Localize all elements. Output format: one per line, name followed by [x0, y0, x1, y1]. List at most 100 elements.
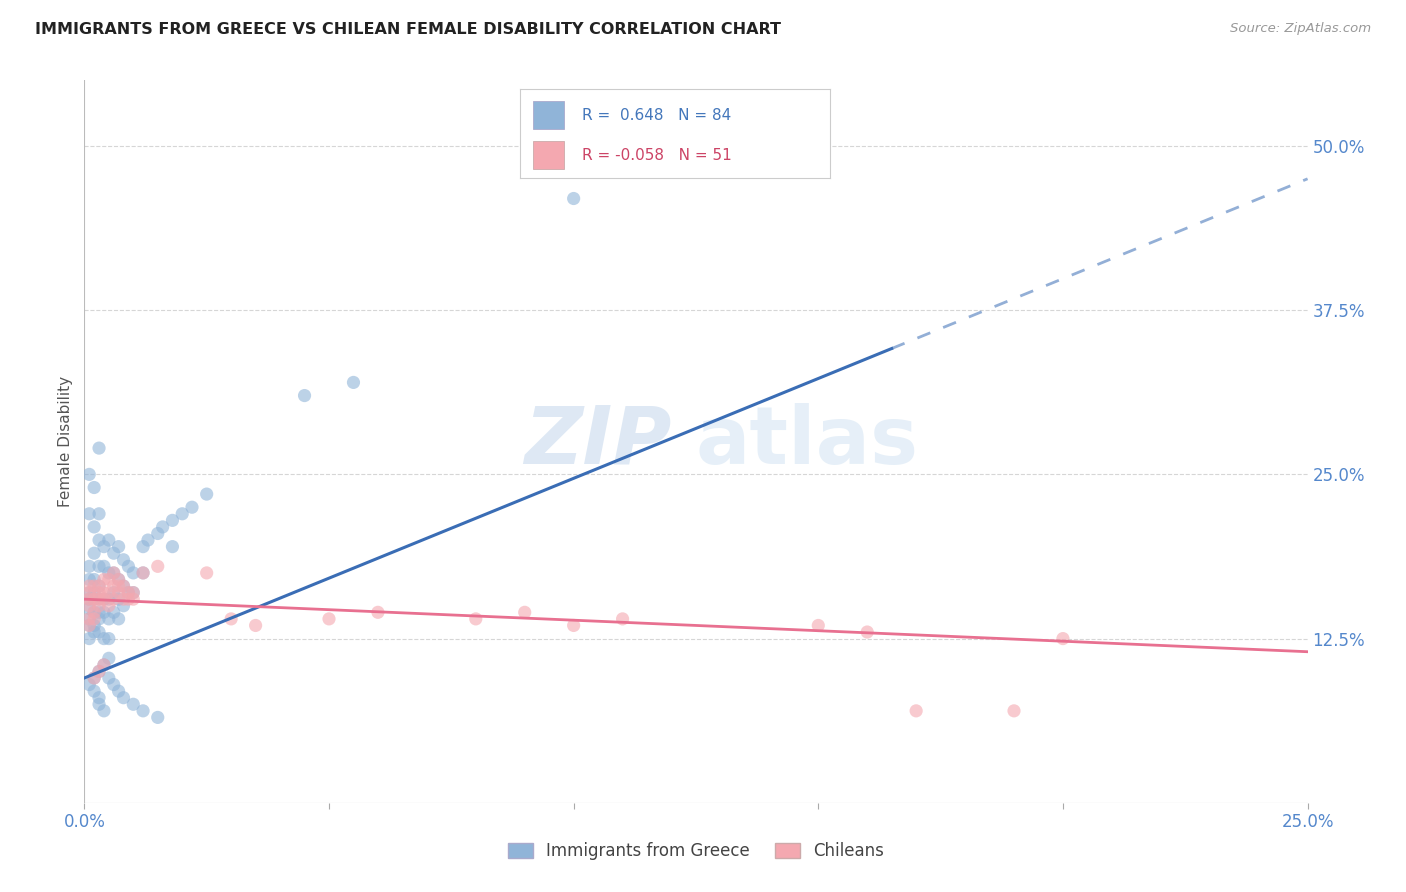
- Point: [856, 625, 879, 640]
- Point: [112, 592, 135, 607]
- Point: [162, 513, 184, 527]
- Point: [117, 559, 139, 574]
- Point: [146, 710, 169, 724]
- Point: [107, 573, 129, 587]
- Point: [83, 605, 105, 619]
- Point: [103, 546, 125, 560]
- Point: [103, 566, 125, 580]
- Point: [87, 665, 110, 679]
- Point: [77, 559, 100, 574]
- Point: [162, 540, 184, 554]
- Point: [87, 698, 110, 712]
- Point: [83, 592, 105, 607]
- Point: [83, 625, 105, 640]
- Point: [562, 192, 585, 206]
- Point: [83, 481, 105, 495]
- Point: [219, 612, 242, 626]
- Text: R = -0.058   N = 51: R = -0.058 N = 51: [582, 148, 733, 162]
- Point: [83, 546, 105, 560]
- Point: [122, 585, 145, 599]
- Point: [1052, 632, 1074, 646]
- Point: [146, 526, 169, 541]
- Point: [87, 579, 110, 593]
- Point: [107, 585, 129, 599]
- Point: [77, 507, 100, 521]
- Point: [77, 585, 100, 599]
- Point: [83, 579, 105, 593]
- Point: [103, 677, 125, 691]
- Point: [136, 533, 159, 547]
- Point: [513, 605, 536, 619]
- Point: [107, 540, 129, 554]
- Point: [612, 612, 634, 626]
- Point: [87, 533, 110, 547]
- Point: [93, 585, 115, 599]
- Point: [122, 566, 145, 580]
- Point: [77, 467, 100, 482]
- Point: [245, 618, 267, 632]
- Point: [195, 566, 218, 580]
- Point: [367, 605, 389, 619]
- Point: [83, 684, 105, 698]
- Point: [97, 599, 120, 613]
- Point: [112, 579, 135, 593]
- Point: [117, 585, 139, 599]
- Point: [77, 612, 100, 626]
- Point: [117, 592, 139, 607]
- Point: [342, 376, 364, 390]
- Point: [103, 592, 125, 607]
- Point: [122, 585, 145, 599]
- Point: [93, 704, 115, 718]
- Point: [1002, 704, 1025, 718]
- Point: [87, 605, 110, 619]
- Point: [93, 632, 115, 646]
- Point: [562, 618, 585, 632]
- Point: [87, 441, 110, 455]
- Text: Source: ZipAtlas.com: Source: ZipAtlas.com: [1230, 22, 1371, 36]
- Point: [112, 553, 135, 567]
- Y-axis label: Female Disability: Female Disability: [58, 376, 73, 508]
- Point: [181, 500, 204, 515]
- Point: [83, 520, 105, 534]
- Point: [152, 520, 174, 534]
- Point: [195, 487, 218, 501]
- Point: [77, 599, 100, 613]
- Point: [318, 612, 340, 626]
- Point: [132, 540, 155, 554]
- Point: [97, 592, 120, 607]
- Point: [97, 533, 120, 547]
- Point: [87, 665, 110, 679]
- Point: [103, 566, 125, 580]
- Point: [97, 651, 120, 665]
- Point: [77, 618, 100, 632]
- Point: [103, 585, 125, 599]
- Text: R =  0.648   N = 84: R = 0.648 N = 84: [582, 108, 731, 122]
- Point: [87, 612, 110, 626]
- Point: [93, 605, 115, 619]
- Point: [294, 388, 316, 402]
- Point: [97, 671, 120, 685]
- Point: [87, 625, 110, 640]
- Point: [93, 540, 115, 554]
- Point: [87, 592, 110, 607]
- Point: [77, 579, 100, 593]
- Point: [97, 573, 120, 587]
- Text: atlas: atlas: [696, 402, 920, 481]
- Point: [83, 618, 105, 632]
- Point: [83, 605, 105, 619]
- Point: [77, 585, 100, 599]
- Point: [93, 657, 115, 672]
- Point: [122, 698, 145, 712]
- Point: [77, 601, 100, 615]
- Point: [83, 573, 105, 587]
- Point: [122, 592, 145, 607]
- Point: [83, 671, 105, 685]
- Point: [172, 507, 194, 521]
- Point: [77, 632, 100, 646]
- Point: [807, 618, 830, 632]
- Point: [77, 592, 100, 607]
- Point: [132, 566, 155, 580]
- Point: [93, 559, 115, 574]
- Point: [87, 592, 110, 607]
- Point: [146, 559, 169, 574]
